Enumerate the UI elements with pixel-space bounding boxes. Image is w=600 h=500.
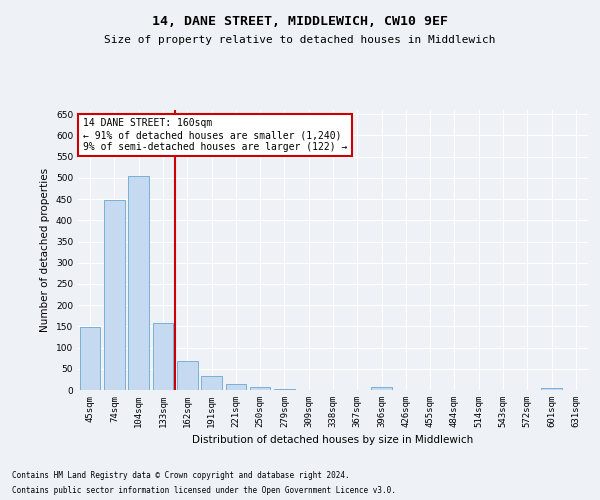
Bar [541, 388, 562, 390]
Y-axis label: Number of detached properties: Number of detached properties [40, 168, 50, 332]
Bar [128, 176, 149, 390]
Text: Size of property relative to detached houses in Middlewich: Size of property relative to detached ho… [104, 35, 496, 45]
Bar [104, 200, 125, 390]
Bar [80, 327, 100, 390]
Bar [201, 376, 222, 390]
Bar [177, 361, 197, 390]
Text: 14 DANE STREET: 160sqm
← 91% of detached houses are smaller (1,240)
9% of semi-d: 14 DANE STREET: 160sqm ← 91% of detached… [83, 118, 347, 152]
X-axis label: Distribution of detached houses by size in Middlewich: Distribution of detached houses by size … [193, 436, 473, 446]
Text: Contains HM Land Registry data © Crown copyright and database right 2024.: Contains HM Land Registry data © Crown c… [12, 471, 350, 480]
Bar [250, 387, 271, 390]
Bar [152, 323, 173, 390]
Bar [274, 388, 295, 390]
Bar [226, 384, 246, 390]
Bar [371, 388, 392, 390]
Text: 14, DANE STREET, MIDDLEWICH, CW10 9EF: 14, DANE STREET, MIDDLEWICH, CW10 9EF [152, 15, 448, 28]
Text: Contains public sector information licensed under the Open Government Licence v3: Contains public sector information licen… [12, 486, 396, 495]
